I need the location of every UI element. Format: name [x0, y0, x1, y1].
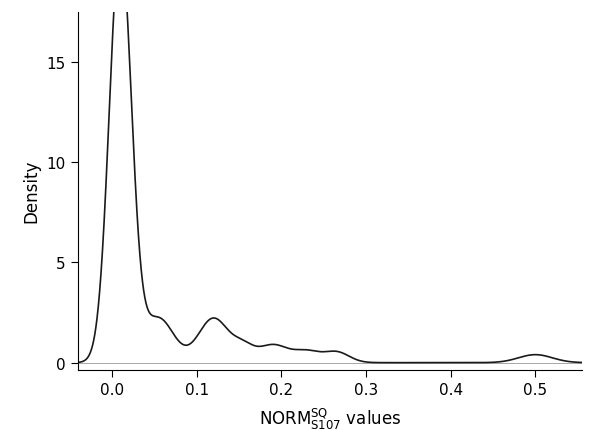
Y-axis label: Density: Density	[23, 160, 41, 223]
X-axis label: NORM$_{\mathregular{S107}}^{\mathregular{SQ}}$ values: NORM$_{\mathregular{S107}}^{\mathregular…	[259, 405, 401, 430]
